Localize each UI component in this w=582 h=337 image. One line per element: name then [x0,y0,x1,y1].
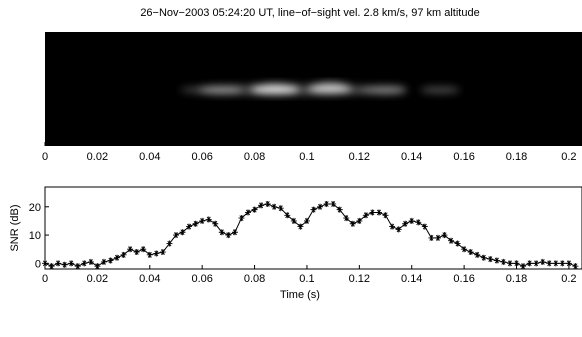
x-tick-label: 0.12 [349,151,370,163]
plot-frame [45,187,582,269]
star-marker [271,204,277,210]
x-tick-label: 0.06 [191,151,212,163]
star-marker [258,202,264,208]
x-tick-label: 0.18 [506,151,527,163]
x-tick-label: 0.16 [453,151,474,163]
star-marker [317,204,323,210]
star-marker [62,262,68,268]
star-marker [107,258,113,264]
x-tick-label: 0 [42,151,48,163]
star-marker [572,263,578,269]
star-marker [193,221,199,227]
star-marker [520,263,526,269]
star-marker [546,260,552,266]
star-marker [324,201,330,207]
star-marker [206,217,212,223]
star-marker [533,260,539,266]
star-marker [225,232,231,238]
x-tick-label: 0.12 [349,273,370,285]
star-marker [94,263,100,269]
chart: 26−Nov−2003 05:24:20 UT, line−of−sight v… [0,0,582,332]
chart-title: 26−Nov−2003 05:24:20 UT, line−of−sight v… [140,7,479,19]
star-marker [474,252,480,258]
star-marker [435,235,441,241]
x-tick-label: 0.1 [299,273,314,285]
star-marker [422,224,428,230]
star-marker [369,209,375,215]
x-tick-label: 0.16 [453,273,474,285]
star-marker [199,218,205,224]
x-tick-label: 0.2 [561,273,576,285]
star-marker [42,260,48,266]
star-marker [81,260,87,266]
x-tick-label: 0.1 [299,151,314,163]
star-marker [527,260,533,266]
star-marker [311,207,317,213]
x-tick-label: 0.08 [244,151,265,163]
star-marker [566,260,572,266]
star-marker [389,224,395,230]
x-tick-label: 0.02 [87,273,108,285]
star-marker [428,235,434,241]
star-marker [500,259,506,265]
star-marker [376,209,382,215]
y-tick-label: 10 [29,230,41,242]
y-axis-label: SNR (dB) [9,204,21,251]
star-marker [88,259,94,265]
x-tick-label: 0.18 [506,273,527,285]
star-marker [134,249,140,255]
x-tick-label: 0.04 [139,273,160,285]
x-tick-label: 0.04 [139,151,160,163]
x-tick-label: 0.2 [561,151,576,163]
star-marker [559,260,565,266]
x-tick-label: 0.08 [244,273,265,285]
star-marker [409,218,415,224]
star-marker [75,263,81,269]
x-axis-label: Time (s) [280,289,320,301]
x-tick-label: 0.06 [191,273,212,285]
star-marker [487,256,493,262]
star-marker [507,260,513,266]
star-marker [553,260,559,266]
y-tick-label: 0 [35,258,41,270]
star-marker [252,207,258,213]
star-marker [49,263,55,269]
x-tick-label: 0.14 [401,273,422,285]
star-marker [265,201,271,207]
star-marker [101,259,107,265]
x-tick-label: 0.14 [401,151,422,163]
star-marker [383,212,389,218]
star-marker [232,229,238,235]
star-marker [68,260,74,266]
star-marker [540,259,546,265]
star-marker [468,249,474,255]
star-marker [415,219,421,225]
x-tick-label: 0.02 [87,151,108,163]
star-marker [494,258,500,264]
star-marker [481,255,487,261]
star-marker [55,260,61,266]
x-tick-label: 0 [42,273,48,285]
star-marker [153,250,159,256]
star-marker [114,255,120,261]
star-marker [514,260,520,266]
y-tick-label: 20 [29,202,41,214]
